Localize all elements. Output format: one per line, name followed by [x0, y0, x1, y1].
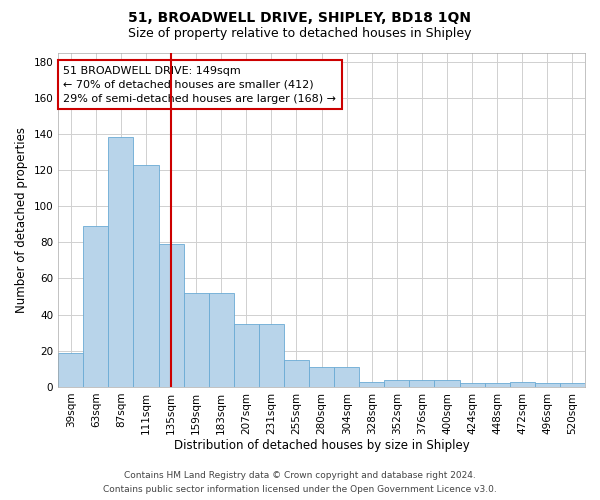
Bar	[58, 352, 83, 387]
Bar	[109, 138, 133, 387]
Bar	[359, 382, 385, 387]
Bar	[334, 367, 359, 387]
Bar	[158, 244, 184, 387]
Bar	[259, 324, 284, 387]
Text: 51 BROADWELL DRIVE: 149sqm
← 70% of detached houses are smaller (412)
29% of sem: 51 BROADWELL DRIVE: 149sqm ← 70% of deta…	[64, 66, 337, 104]
Bar	[560, 384, 585, 387]
Bar	[409, 380, 434, 387]
X-axis label: Distribution of detached houses by size in Shipley: Distribution of detached houses by size …	[174, 440, 469, 452]
Bar	[234, 324, 259, 387]
Bar	[133, 164, 158, 387]
Bar	[83, 226, 109, 387]
Bar	[485, 384, 510, 387]
Bar	[460, 384, 485, 387]
Bar	[510, 382, 535, 387]
Text: Contains HM Land Registry data © Crown copyright and database right 2024.
Contai: Contains HM Land Registry data © Crown c…	[103, 472, 497, 494]
Text: 51, BROADWELL DRIVE, SHIPLEY, BD18 1QN: 51, BROADWELL DRIVE, SHIPLEY, BD18 1QN	[128, 12, 472, 26]
Bar	[385, 380, 409, 387]
Bar	[284, 360, 309, 387]
Y-axis label: Number of detached properties: Number of detached properties	[15, 126, 28, 312]
Bar	[184, 293, 209, 387]
Bar	[434, 380, 460, 387]
Bar	[309, 367, 334, 387]
Text: Size of property relative to detached houses in Shipley: Size of property relative to detached ho…	[128, 28, 472, 40]
Bar	[535, 384, 560, 387]
Bar	[209, 293, 234, 387]
